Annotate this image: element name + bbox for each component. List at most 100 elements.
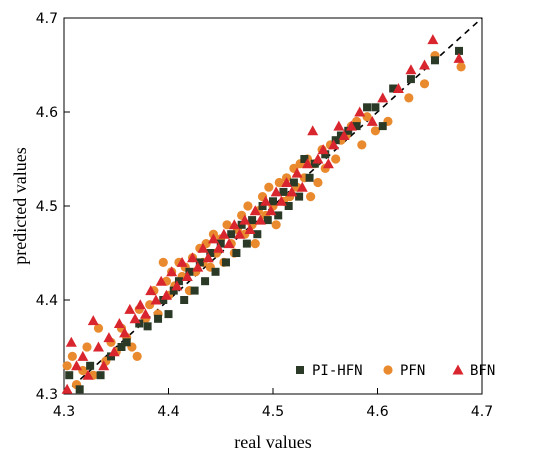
bfn-point [192,261,204,272]
data-points [61,34,466,394]
pfn-point [222,220,232,230]
bfn-point [113,318,125,328]
bfn-point [419,59,431,70]
pi-hfn-point [227,230,236,239]
pi-hfn-point [232,249,241,257]
pfn-point [271,220,281,230]
pi-hfn-point [321,150,330,159]
bfn-point [239,214,251,225]
pi-hfn-point [269,197,277,206]
pfn-point [274,177,284,188]
bfn-point [124,303,136,314]
bfn-point [392,83,404,93]
pi-hfn-point [331,136,340,145]
bfn-point [281,177,293,187]
bfn-point [202,252,214,263]
bfn-point [366,115,378,126]
pi-hfn-point [305,173,314,182]
pfn-point [331,154,341,164]
y-tick-label: 4.3 [36,387,58,403]
bfn-point [181,271,193,281]
pfn-point [306,192,316,202]
pi-hfn-point [248,216,257,225]
pi-hfn-point [274,211,283,220]
bfn-point [405,64,417,75]
pi-hfn-point [289,178,298,187]
y-tick-label: 4.7 [36,11,58,27]
bfn-point [296,181,308,192]
pfn-point [93,323,104,333]
legend-pi-hfn-marker [296,366,304,374]
bfn-point [87,315,99,326]
legend: PI-HFN PFN BFN [296,363,495,379]
pfn-point [313,177,323,188]
bfn-point [328,139,340,150]
pi-hfn-point [216,239,225,248]
bfn-point [213,242,225,253]
bfn-point [166,266,178,277]
bfn-point [338,130,350,140]
bfn-point [286,186,298,197]
pi-hfn-point [75,385,84,394]
pi-hfn-point [206,249,215,257]
bfn-point [134,299,146,310]
pfn-point [419,79,430,89]
pi-hfn-point [378,122,387,131]
pi-hfn-point [310,159,319,168]
legend-bfn-label: BFN [470,363,495,379]
pfn-point [243,201,253,211]
y-axis-ticks: 4.3 4.4 4.5 4.6 4.7 [36,11,70,403]
pfn-point [404,93,414,103]
pi-hfn-point [164,310,173,319]
pi-hfn-point [363,103,372,112]
pfn-point [158,257,168,267]
reference-diagonal-line [63,17,483,395]
x-tick-label: 4.4 [157,404,179,420]
bfn-point [155,275,167,286]
pfn-point [370,126,381,136]
bfn-point [129,313,141,324]
bfn-point [160,289,172,300]
pi-hfn-point [284,202,293,210]
bfn-point [291,167,303,178]
pi-hfn-point [190,286,199,295]
pi-hfn-point [344,126,353,135]
x-tick-label: 4.7 [471,404,493,420]
pi-hfn-point [135,319,144,328]
pi-hfn-point [389,84,398,93]
pi-hfn-point [336,131,345,140]
pi-hfn-point [159,296,168,304]
x-axis-ticks: 4.3 4.4 4.5 4.6 4.7 [53,388,493,420]
bfn-point [427,34,439,45]
pi-hfn-point [258,202,267,210]
pi-hfn-point [195,258,204,267]
pi-hfn-point [143,322,152,331]
pi-hfn-point [242,239,251,248]
pi-hfn-point [253,230,262,239]
bfn-point [317,144,329,155]
bfn-point [260,195,272,206]
bfn-point [301,158,313,169]
bfn-point [77,350,89,361]
bfn-point [218,228,230,239]
bfn-point [65,336,77,347]
pi-hfn-point [237,220,246,229]
pi-hfn-point [154,314,163,323]
bfn-point [82,369,94,380]
bfn-point [61,383,73,394]
bfn-point [98,360,110,371]
bfn-point [103,332,115,343]
bfn-point [176,256,188,267]
bfn-point [145,285,157,296]
bfn-point [322,158,334,169]
bfn-point [453,52,465,63]
legend-pi-hfn-label: PI-HFN [312,363,363,379]
pi-hfn-point [295,192,304,201]
x-tick-label: 4.5 [262,404,284,420]
pi-hfn-point [96,371,105,380]
pfn-point [362,112,372,122]
bfn-point [254,214,266,225]
bfn-point [119,327,131,338]
legend-pfn-label: PFN [400,363,425,379]
